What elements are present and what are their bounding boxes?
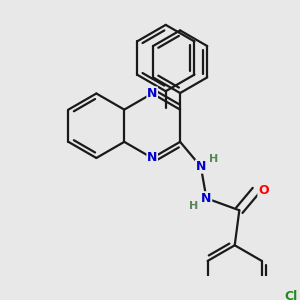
Text: N: N bbox=[196, 160, 206, 173]
Text: N: N bbox=[147, 87, 158, 100]
Text: N: N bbox=[201, 192, 212, 205]
Text: N: N bbox=[147, 152, 158, 164]
Text: H: H bbox=[189, 201, 198, 211]
Text: Cl: Cl bbox=[285, 290, 298, 300]
Text: O: O bbox=[258, 184, 268, 197]
Text: H: H bbox=[209, 154, 218, 164]
